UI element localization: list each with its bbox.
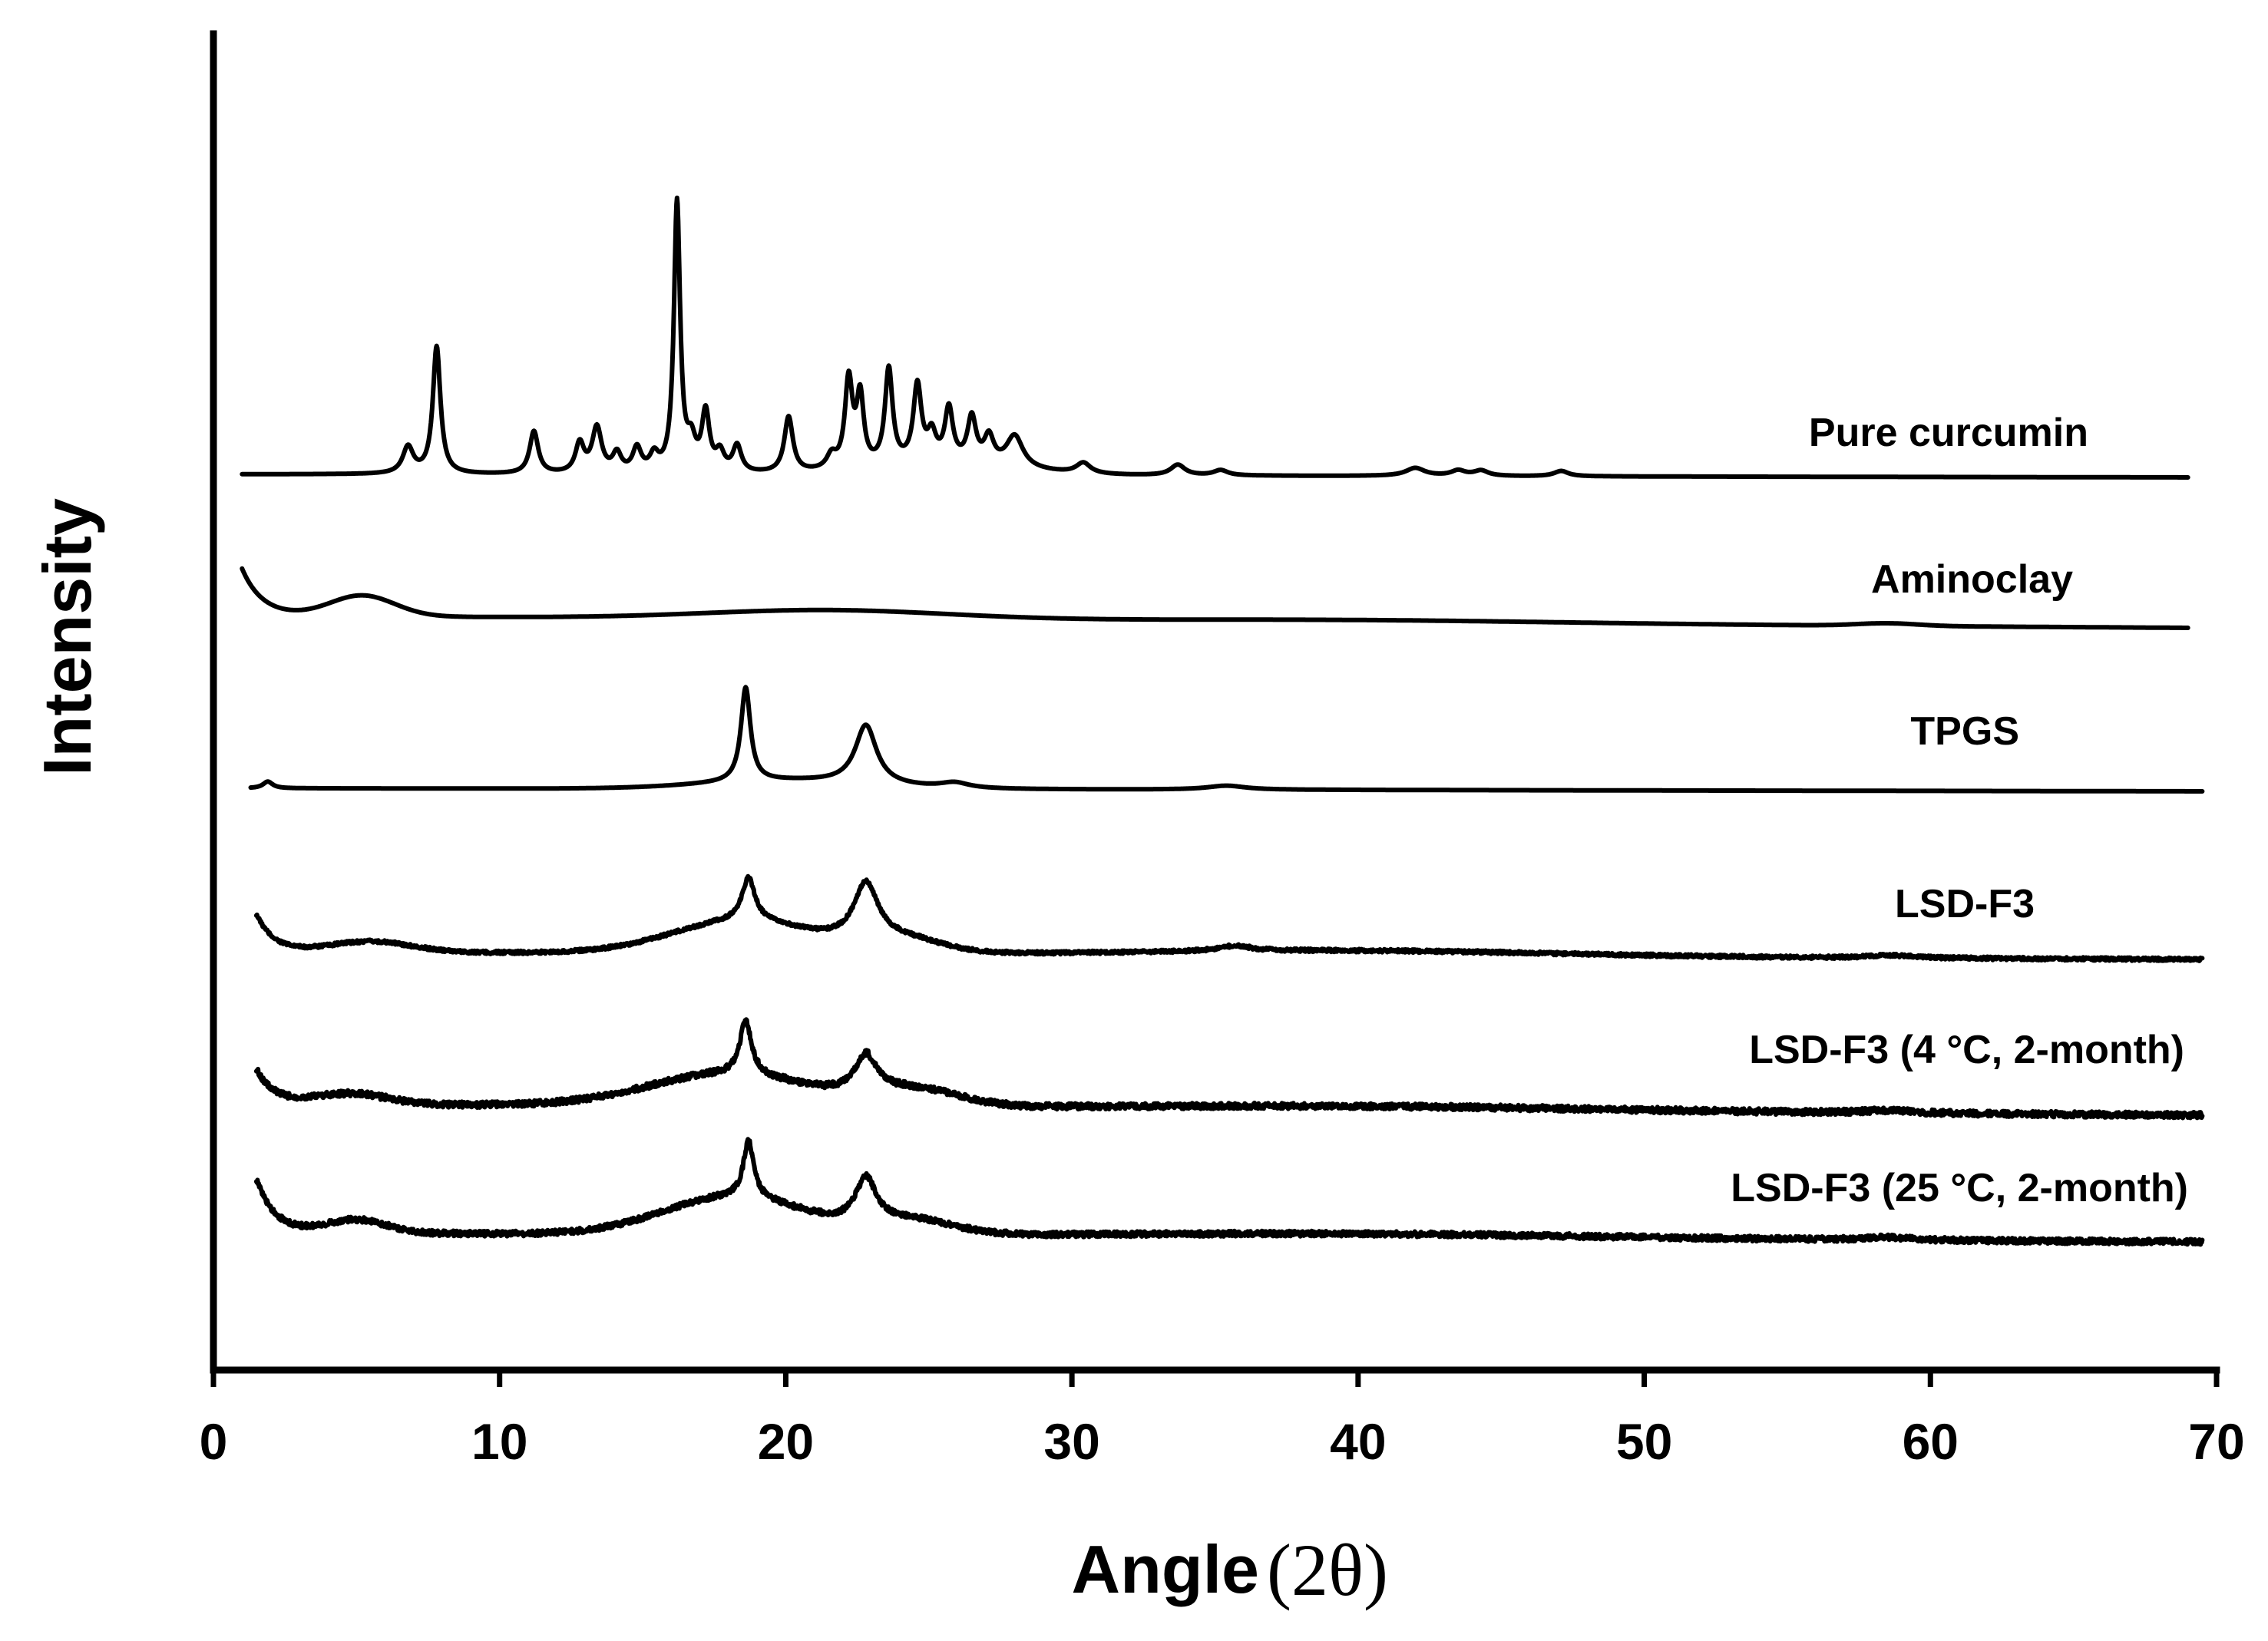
series-label-2: Aminoclay (1871, 557, 2073, 602)
x-tick-label-10: 10 (471, 1413, 527, 1470)
series-line-5 (253, 1017, 2205, 1121)
series-label-1: Pure curcumin (1809, 411, 2088, 455)
series-line-4 (253, 873, 2205, 963)
series-label-5: LSD-F3 (4 °C, 2-month) (1749, 1028, 2184, 1072)
x-axis-title: Angle (1072, 1531, 1259, 1607)
x-ticks: 0 10 20 30 40 50 60 70 (200, 1370, 2245, 1470)
x-axis-unit: (2θ) (1267, 1529, 1388, 1611)
series-label-6: LSD-F3 (25 °C, 2-month) (1731, 1166, 2188, 1210)
series-label-3: TPGS (1910, 709, 2019, 754)
series-line-1 (240, 195, 2190, 480)
y-axis-title: Intensity (29, 498, 105, 776)
x-tick-label-30: 30 (1043, 1413, 1099, 1470)
series-lines (240, 195, 2205, 1247)
x-tick-label-50: 50 (1616, 1413, 1672, 1470)
x-tick-label-40: 40 (1330, 1413, 1386, 1470)
series-labels: Pure curcumin Aminoclay TPGS LSD-F3 LSD-F3 (… (1731, 411, 2188, 1210)
series-line-3 (248, 685, 2205, 794)
x-tick-label-70: 70 (2188, 1413, 2244, 1470)
x-tick-label-20: 20 (758, 1413, 814, 1470)
series-line-6 (253, 1137, 2205, 1247)
series-line-2 (240, 566, 2190, 630)
series-label-4: LSD-F3 (1895, 882, 2035, 926)
x-tick-label-60: 60 (1903, 1413, 1959, 1470)
x-tick-label-0: 0 (200, 1413, 228, 1470)
